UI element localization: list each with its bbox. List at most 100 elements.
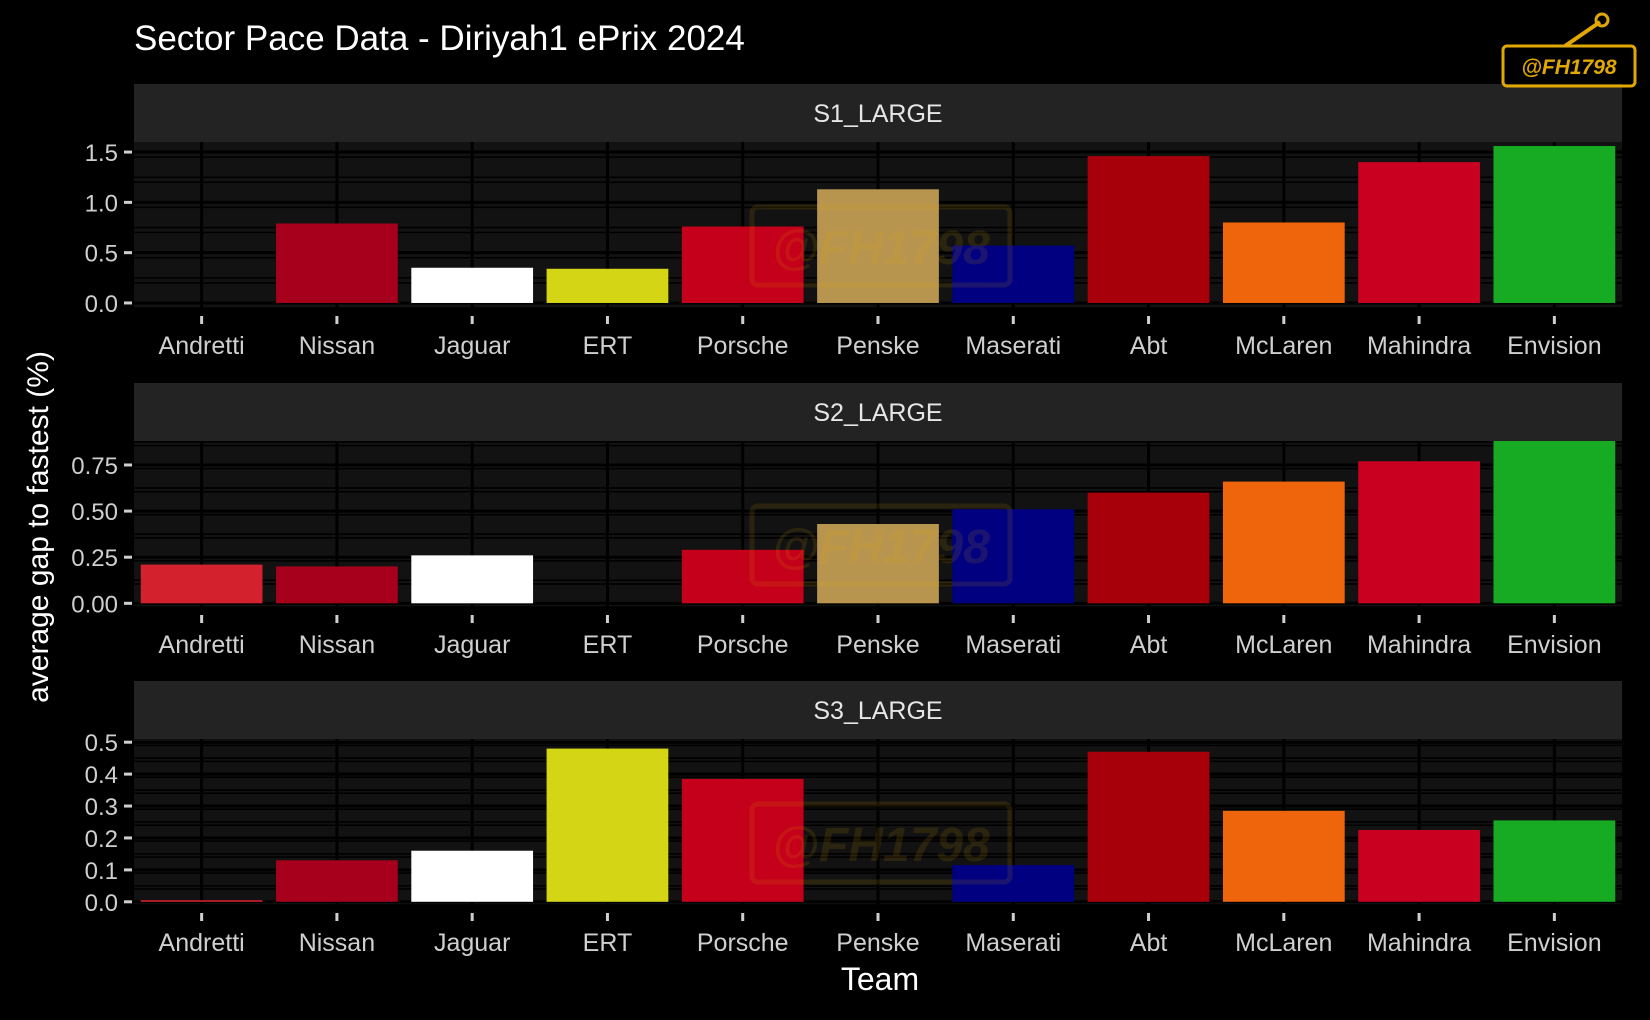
bar-andretti-s3 [140, 900, 263, 902]
x-tick-label-abt: Abt [1130, 929, 1168, 957]
bar-mahindra-s3 [1358, 829, 1480, 902]
bar-jaguar-s2 [411, 555, 534, 604]
logo-frame [1501, 44, 1637, 88]
bar-jaguar-s3 [411, 850, 534, 902]
x-tick-label-abt: Abt [1130, 332, 1168, 360]
x-tick-label-nissan: Nissan [299, 631, 375, 659]
facet-strip-1 [134, 84, 1622, 142]
bar-mahindra-s1 [1358, 162, 1480, 303]
bar-penske-s2 [817, 524, 939, 604]
x-tick-label-porsche: Porsche [697, 929, 789, 957]
y-tick-label: 1.5 [85, 140, 118, 167]
bar-abt-s2 [1087, 492, 1210, 604]
x-tick-label-ert: ERT [583, 631, 633, 659]
logo-key-shaft [1563, 20, 1602, 48]
y-tick-label: 0.00 [71, 591, 118, 618]
bar-jaguar-s1 [411, 267, 534, 303]
panel-watermark-frame [749, 204, 1013, 288]
facet-panels: S1_LARGE 0.0 0.5 1.0 1.5 @FH1798 Andretti Nissa… [71, 84, 1622, 957]
bar-ert-s1 [546, 268, 669, 303]
x-tick-label-jaguar: Jaguar [434, 929, 510, 957]
y-tick-label: 0.25 [71, 545, 118, 572]
panel-watermark-text: @FH1798 [772, 819, 990, 872]
y-tick-label: 0.4 [85, 762, 118, 789]
panel-watermark-frame [749, 801, 1013, 885]
x-tick-label-envision: Envision [1507, 929, 1602, 957]
x-tick-label-nissan: Nissan [299, 332, 375, 360]
facet-strip-3 [134, 681, 1622, 739]
x-tick-label-nissan: Nissan [299, 929, 375, 957]
x-tick-label-ert: ERT [583, 332, 633, 360]
panel-watermark: @FH1798 [749, 204, 1013, 288]
x-tick-label-ert: ERT [583, 929, 633, 957]
x-tick-label-maserati: Maserati [965, 631, 1061, 659]
y-tick-label: 1.0 [85, 190, 118, 217]
x-tick-label-penske: Penske [836, 929, 919, 957]
x-tick-label-maserati: Maserati [965, 929, 1061, 957]
y-tick-label: 0.5 [85, 730, 118, 757]
facet-strip-label-2: S2_LARGE [813, 399, 942, 427]
watermark-logo: @FH1798 [1501, 12, 1637, 88]
x-axis-label: Team [841, 961, 919, 997]
y-tick-label: 0.1 [85, 858, 118, 885]
y-tick-label: 0.50 [71, 499, 118, 526]
y-tick-label: 0.3 [85, 794, 118, 821]
x-tick-label-andretti: Andretti [159, 929, 245, 957]
bar-nissan-s2 [276, 566, 398, 604]
bar-maserati-s2 [952, 509, 1075, 604]
bar-porsche-s2 [681, 549, 804, 604]
facet-strip-2 [134, 383, 1622, 441]
y-tick-label: 0.75 [71, 453, 118, 480]
x-tick-label-mahindra: Mahindra [1367, 631, 1471, 659]
x-tick-label-mclaren: McLaren [1235, 929, 1332, 957]
y-tick-label: 0.0 [85, 890, 118, 917]
bar-abt-s1 [1087, 156, 1210, 303]
x-tick-label-jaguar: Jaguar [434, 631, 510, 659]
panel-watermark-frame [749, 503, 1013, 587]
bar-porsche-s3 [681, 778, 804, 902]
x-tick-label-andretti: Andretti [159, 332, 245, 360]
bar-envision-s2 [1493, 441, 1616, 604]
y-tick-label: 0.2 [85, 826, 118, 853]
y-axis-label: average gap to fastest (%) [22, 351, 55, 703]
x-tick-label-maserati: Maserati [965, 332, 1061, 360]
panel-watermark-text: @FH1798 [772, 222, 990, 275]
bar-andretti-s2 [140, 564, 263, 604]
bar-abt-s3 [1087, 751, 1210, 902]
bar-mahindra-s2 [1358, 461, 1480, 604]
x-tick-label-mahindra: Mahindra [1367, 332, 1471, 360]
x-tick-label-envision: Envision [1507, 631, 1602, 659]
bar-maserati-s3 [952, 865, 1075, 902]
bar-ert-s3 [546, 748, 669, 902]
x-tick-label-abt: Abt [1130, 631, 1168, 659]
y-tick-label: 0.5 [85, 241, 118, 268]
facet-strip-label-1: S1_LARGE [813, 100, 942, 128]
x-tick-label-penske: Penske [836, 631, 919, 659]
panel-watermark: @FH1798 [749, 503, 1013, 587]
x-tick-label-penske: Penske [836, 332, 919, 360]
bar-mclaren-s1 [1222, 222, 1345, 303]
x-tick-label-mclaren: McLaren [1235, 631, 1332, 659]
panel-watermark-text: @FH1798 [772, 521, 990, 574]
bar-mclaren-s2 [1222, 481, 1345, 604]
bar-mclaren-s3 [1222, 810, 1345, 902]
bar-penske-s1 [817, 189, 939, 303]
chart-title: Sector Pace Data - Diriyah1 ePrix 2024 [134, 19, 745, 58]
panel-watermark: @FH1798 [749, 801, 1013, 885]
x-tick-label-andretti: Andretti [159, 631, 245, 659]
x-tick-label-jaguar: Jaguar [434, 332, 510, 360]
logo-text: @FH1798 [1521, 56, 1617, 79]
x-tick-label-porsche: Porsche [697, 631, 789, 659]
x-tick-label-mahindra: Mahindra [1367, 929, 1471, 957]
y-tick-label: 0.0 [85, 291, 118, 318]
bar-nissan-s3 [276, 860, 398, 902]
bar-maserati-s1 [952, 245, 1075, 303]
bar-envision-s1 [1493, 146, 1616, 303]
logo-key-ring [1594, 12, 1610, 28]
bar-envision-s3 [1493, 820, 1616, 902]
x-tick-label-envision: Envision [1507, 332, 1602, 360]
facet-strip-label-3: S3_LARGE [813, 697, 942, 725]
bar-porsche-s1 [681, 226, 804, 303]
